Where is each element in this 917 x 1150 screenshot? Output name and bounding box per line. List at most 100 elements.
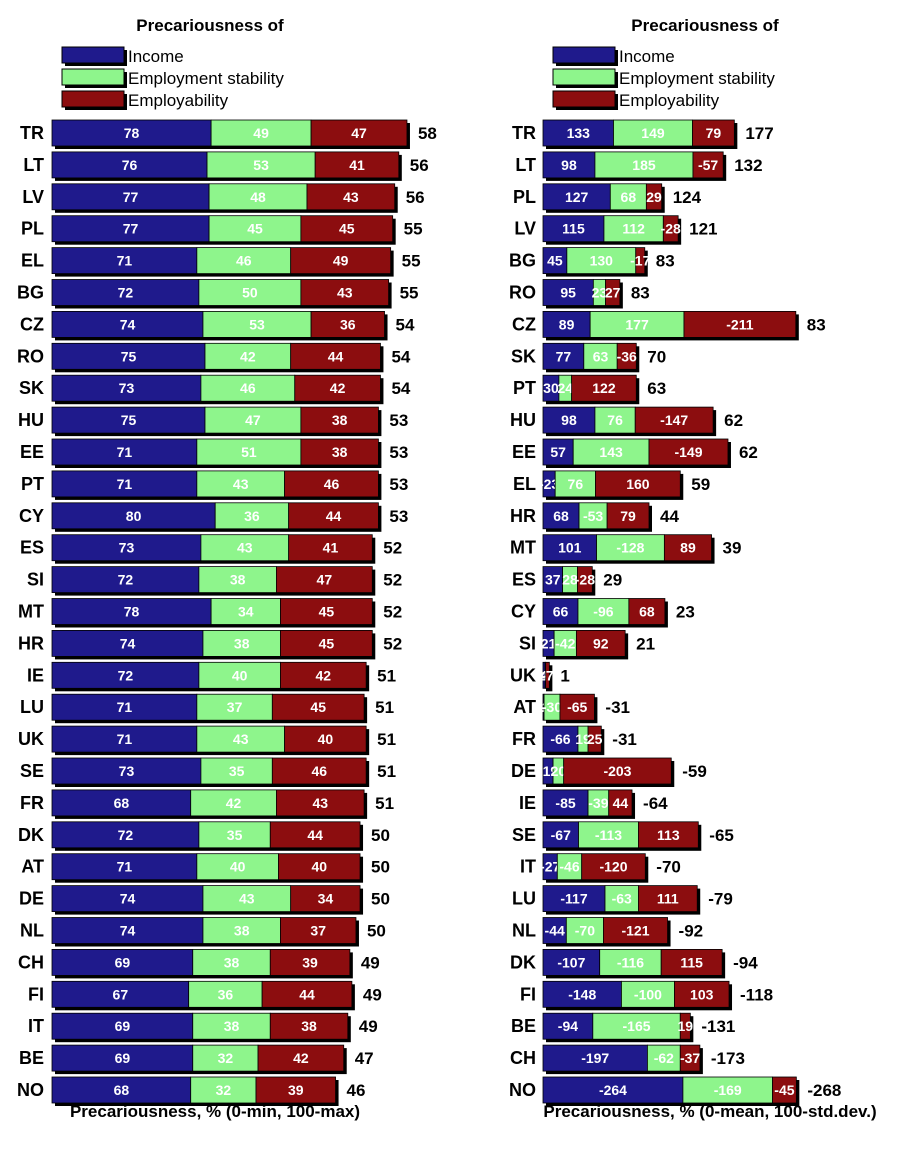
country-label: LU (20, 697, 44, 717)
bar-segment-income (542, 310, 591, 338)
country-label: HR (510, 506, 536, 526)
bar-segment-employability (284, 725, 367, 753)
data-label: -203 (603, 763, 631, 779)
bar-segment-employability (288, 502, 379, 530)
data-label: 42 (316, 667, 332, 683)
country-label: SI (519, 633, 536, 653)
bar-segment-income (51, 1012, 194, 1040)
country-label: EE (20, 442, 44, 462)
bar-segment-employment-stability (196, 470, 285, 498)
data-label: 68 (114, 1082, 130, 1098)
data-label: -63 (612, 891, 632, 907)
bar-row-HU: HU 75 47 38 53 (18, 406, 408, 437)
country-label: CH (510, 1048, 536, 1068)
bar-segment-employment-stability (190, 789, 277, 817)
data-label: -62 (654, 1050, 674, 1066)
bar-segment-employment-stability (578, 821, 639, 849)
data-label: 78 (124, 125, 140, 141)
legend-swatch-3 (61, 90, 125, 108)
bar-row-PL: PL 127 68 29 124 (513, 183, 702, 213)
bar-row-DE: DE 74 43 34 50 (19, 885, 390, 915)
total-label: 1 (560, 666, 569, 685)
bar-segment-income (51, 279, 200, 306)
data-label: 45 (547, 253, 563, 269)
total-label: -65 (709, 826, 734, 845)
bar-segment-income (51, 566, 200, 593)
total-label: 59 (691, 475, 710, 494)
bar-segment-employment-stability (621, 980, 675, 1008)
data-label: 72 (118, 572, 134, 588)
data-label: -147 (660, 412, 688, 428)
bar-segment-employability (679, 1012, 691, 1040)
country-label: NO (509, 1080, 536, 1100)
total-label: -31 (605, 698, 630, 717)
bar-segment-employment-stability (202, 885, 292, 912)
country-label: IE (519, 793, 536, 813)
bar-segment-employability (660, 949, 723, 976)
chart-title: Precariousness of (631, 16, 779, 35)
data-label: 68 (639, 604, 655, 620)
data-label: 69 (115, 1050, 131, 1066)
data-label: 72 (118, 285, 134, 301)
country-label: CY (511, 602, 536, 622)
bar-segment-income (542, 725, 579, 753)
data-label: 149 (641, 125, 665, 141)
bar-segment-employment-stability (208, 215, 302, 243)
bar-segment-employment-stability (196, 693, 273, 721)
data-label: 35 (229, 763, 245, 779)
bar-segment-employability (306, 183, 396, 211)
data-label: 36 (244, 508, 260, 524)
data-label: 24 (557, 380, 573, 396)
total-label: -118 (740, 985, 773, 1004)
bar-segment-employment-stability (204, 342, 292, 370)
total-label: 49 (361, 953, 380, 972)
bar-segment-income (542, 1044, 648, 1072)
bar-segment-income (542, 151, 596, 179)
data-label: 40 (232, 667, 248, 683)
data-label: 42 (240, 348, 256, 364)
bar-segment-income (542, 821, 579, 849)
total-label: 54 (391, 347, 410, 366)
bar-segment-employability (290, 247, 392, 275)
bar-segment-employability (280, 661, 367, 689)
country-label: FR (20, 793, 44, 813)
bar-segment-income (542, 279, 594, 306)
data-label: 74 (120, 316, 136, 332)
data-label: -65 (567, 699, 587, 715)
bar-row-HU: HU 98 76 -147 62 (510, 406, 743, 437)
country-label: AT (513, 697, 536, 717)
bar-segment-employability (271, 693, 365, 721)
bar-segment-employment-stability (594, 151, 694, 179)
country-label: RO (509, 283, 536, 303)
bar-row-IT: IT 69 38 38 49 (28, 1012, 378, 1043)
data-label: 44 (299, 986, 315, 1002)
data-label: 27 (605, 285, 621, 301)
data-label: 89 (559, 316, 575, 332)
data-label: 72 (118, 827, 134, 843)
data-label: 112 (622, 221, 645, 237)
data-label: 46 (311, 763, 327, 779)
bar-segment-employment-stability (202, 630, 281, 657)
bar-row-LU: LU 71 37 45 51 (20, 693, 394, 724)
data-label: 19 (678, 1018, 694, 1034)
bar-segment-employment-stability (583, 342, 618, 370)
bar-segment-employability (563, 757, 672, 785)
bar-segment-employment-stability (565, 917, 604, 944)
country-label: EL (21, 251, 44, 271)
data-label: 43 (343, 189, 359, 205)
data-label: 74 (120, 635, 136, 651)
bar-segment-income (51, 917, 204, 944)
data-label: -66 (550, 731, 570, 747)
legend-label-3: Employability (128, 91, 229, 110)
data-label: 73 (119, 763, 135, 779)
data-label: -44 (545, 923, 565, 939)
chart-title: Precariousness of (136, 16, 284, 35)
country-label: RO (17, 346, 44, 366)
data-label: 39 (288, 1082, 304, 1098)
total-label: 124 (673, 188, 702, 207)
country-label: UK (18, 729, 44, 749)
bar-segment-employability (674, 980, 730, 1008)
bar-segment-employability (772, 1076, 797, 1104)
total-label: 56 (406, 188, 425, 207)
data-label: 38 (224, 954, 240, 970)
